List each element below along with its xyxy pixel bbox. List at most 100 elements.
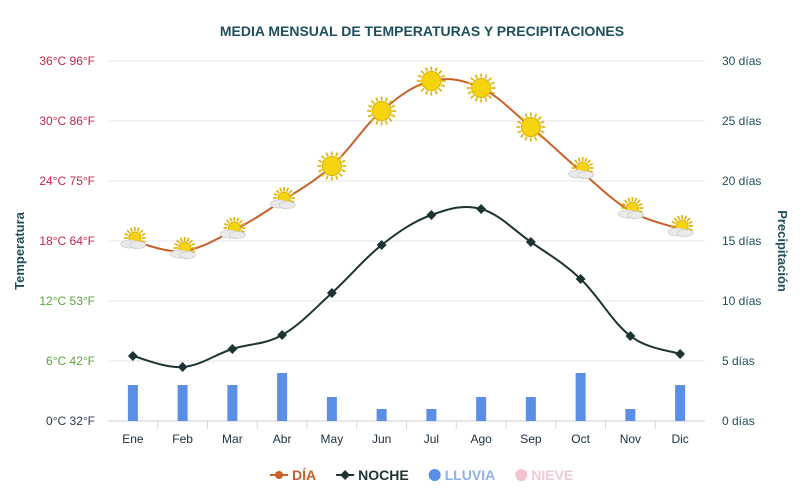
cloud-part (228, 231, 246, 239)
sun-disc (421, 71, 442, 91)
legend-item-noche: NOCHE (336, 467, 409, 483)
point-noche (675, 349, 686, 359)
sun-ray (288, 189, 293, 194)
sun-ray (141, 233, 146, 237)
sun-ray (686, 217, 691, 222)
point-noche (127, 351, 138, 361)
sun-ray (574, 159, 579, 164)
sun-ray (240, 229, 245, 233)
legend-marker (275, 471, 283, 479)
sun-ray (375, 97, 379, 102)
sun-ray (467, 91, 472, 95)
sun-icon (317, 151, 347, 181)
sun-ray (290, 199, 295, 203)
sun-ray (490, 91, 495, 95)
sun-ray (540, 120, 545, 124)
bar-lluvia (326, 397, 337, 421)
sun-ray (321, 172, 326, 177)
temperature-lines (127, 78, 686, 372)
right-axis-title: Precipitación (775, 210, 790, 292)
sun-ray (688, 227, 693, 231)
point-noche (376, 240, 387, 250)
point-noche (426, 210, 437, 220)
sun-ray (189, 239, 193, 244)
sun-ray (484, 97, 488, 102)
sun-ray (174, 243, 179, 247)
x-tick-label: Jun (372, 432, 391, 446)
partly-cloudy-icon (170, 237, 197, 259)
x-tick-label: May (321, 432, 344, 446)
sun-ray (141, 239, 146, 243)
sun-ray (438, 70, 443, 75)
sun-icon (466, 73, 496, 103)
sun-ray (321, 155, 326, 160)
sun-disc (520, 117, 541, 137)
sun-ray (467, 81, 472, 85)
legend-marker (340, 470, 351, 480)
sun-ray (190, 249, 196, 253)
sun-ray (688, 221, 693, 225)
sun-icon (516, 112, 546, 142)
sun-ray (325, 152, 329, 157)
sun-ray (335, 175, 339, 180)
sun-ray (484, 74, 488, 79)
x-tick-label: Sep (520, 432, 542, 446)
line-noche (132, 205, 681, 369)
sun-ray (684, 215, 688, 220)
sun-ray (517, 120, 522, 124)
left-axis-title: Temperatura (12, 211, 27, 290)
sun-ray (584, 157, 588, 162)
partly-cloudy-icon (269, 187, 296, 209)
sun-ray (223, 223, 229, 227)
sun-ray (537, 116, 542, 121)
sun-ray (273, 193, 278, 197)
right-tick-label: 15 días (722, 234, 761, 248)
sun-ray (290, 193, 295, 197)
bar-lluvia (476, 397, 487, 421)
x-tick-label: Mar (222, 432, 243, 446)
right-tick-label: 5 días (722, 354, 755, 368)
bar-lluvia (376, 409, 387, 421)
left-tick-label: 36°C 96°F (39, 54, 95, 68)
legend-label: LLUVIA (445, 467, 496, 483)
left-tick-label: 24°C 75°F (39, 174, 95, 188)
legend-item-lluvia: LLUVIA (428, 467, 496, 483)
sun-ray (474, 97, 478, 102)
sun-ray (673, 217, 678, 222)
sun-ray (588, 169, 594, 173)
right-tick-label: 10 días (722, 294, 761, 308)
sun-ray (318, 169, 323, 173)
cloud-part (179, 251, 197, 259)
sun-ray (391, 114, 396, 118)
legend-marker (428, 469, 441, 481)
sun-ray (279, 187, 283, 192)
sun-ray (677, 215, 681, 220)
weather-icons (120, 66, 694, 259)
bar-lluvia (227, 385, 238, 421)
left-tick-label: 30°C 86°F (39, 114, 95, 128)
sun-ray (236, 217, 240, 222)
bar-lluvia (575, 373, 586, 421)
sun-ray (636, 199, 641, 204)
legend-marker (515, 469, 528, 481)
bar-lluvia (625, 409, 636, 421)
x-tick-label: Dic (671, 432, 688, 446)
sun-ray (474, 74, 478, 79)
legend: DÍA NOCHE LLUVIA NIEVE (270, 467, 573, 483)
cloud-part (577, 171, 595, 179)
sun-ray (391, 104, 396, 108)
point-noche (326, 288, 337, 298)
x-tick-label: Abr (273, 432, 292, 446)
sun-disc (471, 78, 492, 98)
cloud-part (278, 201, 296, 209)
sun-ray (417, 84, 422, 88)
sun-ray (229, 217, 233, 222)
point-noche (227, 344, 238, 354)
sun-ray (370, 117, 375, 122)
sun-ray (420, 70, 425, 75)
point-noche (575, 274, 586, 284)
left-tick-label: 0°C 32°F (46, 414, 95, 428)
sun-ray (540, 130, 545, 134)
sun-ray (671, 221, 676, 225)
sun-ray (520, 116, 525, 121)
